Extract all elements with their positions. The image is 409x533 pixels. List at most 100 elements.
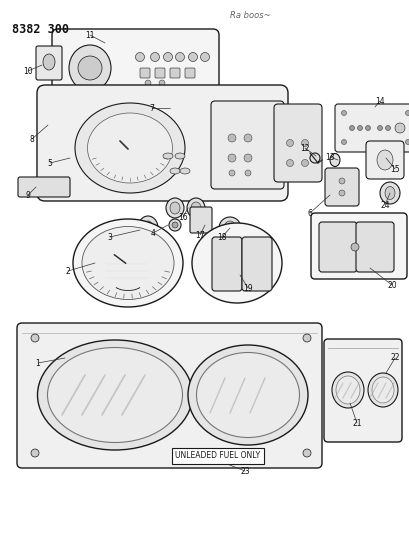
Text: 10: 10: [23, 67, 33, 76]
Ellipse shape: [175, 153, 184, 159]
Text: 2: 2: [65, 266, 70, 276]
Ellipse shape: [329, 154, 339, 166]
FancyBboxPatch shape: [211, 237, 241, 291]
Circle shape: [405, 140, 409, 144]
Text: 1: 1: [36, 359, 40, 367]
FancyBboxPatch shape: [355, 222, 393, 272]
Circle shape: [341, 110, 346, 116]
FancyBboxPatch shape: [273, 104, 321, 182]
FancyBboxPatch shape: [184, 68, 195, 78]
Circle shape: [364, 125, 370, 131]
FancyBboxPatch shape: [38, 115, 100, 135]
FancyBboxPatch shape: [18, 177, 70, 197]
Text: 9: 9: [25, 190, 30, 199]
Text: UNLEADED FUEL ONLY: UNLEADED FUEL ONLY: [175, 451, 260, 461]
Text: Ra boos~: Ra boos~: [229, 11, 270, 20]
FancyBboxPatch shape: [310, 213, 406, 279]
Text: 14: 14: [374, 96, 384, 106]
Circle shape: [227, 154, 236, 162]
Text: 6: 6: [307, 208, 312, 217]
Text: 8: 8: [29, 134, 34, 143]
Circle shape: [172, 222, 178, 228]
Text: 24: 24: [379, 200, 389, 209]
Text: 11: 11: [85, 30, 94, 39]
Ellipse shape: [188, 345, 307, 445]
Text: 8382 300: 8382 300: [12, 23, 69, 36]
Circle shape: [243, 154, 252, 162]
Text: 23: 23: [240, 466, 249, 475]
Circle shape: [163, 52, 172, 61]
Text: 7: 7: [149, 103, 154, 112]
Circle shape: [64, 123, 70, 127]
Ellipse shape: [180, 168, 189, 174]
Circle shape: [338, 178, 344, 184]
Ellipse shape: [43, 54, 55, 70]
Ellipse shape: [335, 376, 359, 404]
Ellipse shape: [138, 216, 157, 240]
Circle shape: [377, 125, 382, 131]
Circle shape: [56, 123, 61, 127]
Ellipse shape: [191, 202, 200, 214]
FancyBboxPatch shape: [139, 68, 150, 78]
Circle shape: [169, 219, 180, 231]
Circle shape: [78, 56, 102, 80]
Text: 3: 3: [107, 232, 112, 241]
Circle shape: [145, 80, 151, 86]
Ellipse shape: [379, 182, 399, 204]
Circle shape: [243, 134, 252, 142]
Text: 5: 5: [47, 158, 52, 167]
FancyBboxPatch shape: [36, 46, 62, 80]
Ellipse shape: [187, 198, 204, 218]
Circle shape: [405, 110, 409, 116]
Ellipse shape: [143, 221, 153, 235]
Circle shape: [286, 159, 293, 166]
Circle shape: [188, 52, 197, 61]
Text: 21: 21: [351, 418, 361, 427]
Ellipse shape: [163, 153, 173, 159]
Text: 12: 12: [299, 143, 309, 152]
Ellipse shape: [82, 227, 173, 300]
Ellipse shape: [87, 113, 172, 183]
Circle shape: [357, 125, 362, 131]
Ellipse shape: [331, 372, 363, 408]
Ellipse shape: [75, 103, 184, 193]
Ellipse shape: [384, 187, 394, 199]
Text: 20: 20: [386, 280, 396, 289]
Circle shape: [309, 153, 319, 163]
Ellipse shape: [367, 373, 397, 407]
Text: 16: 16: [178, 213, 187, 222]
Circle shape: [31, 334, 39, 342]
Circle shape: [227, 134, 236, 142]
FancyBboxPatch shape: [17, 323, 321, 468]
FancyBboxPatch shape: [189, 207, 211, 233]
Text: 22: 22: [389, 353, 399, 362]
Ellipse shape: [166, 198, 184, 218]
Ellipse shape: [73, 219, 182, 307]
Ellipse shape: [371, 377, 393, 403]
Ellipse shape: [196, 352, 299, 438]
Ellipse shape: [376, 150, 392, 170]
Ellipse shape: [170, 202, 180, 214]
Circle shape: [200, 52, 209, 61]
Circle shape: [341, 140, 346, 144]
Circle shape: [384, 125, 389, 131]
FancyBboxPatch shape: [365, 141, 403, 179]
Ellipse shape: [191, 223, 281, 303]
Circle shape: [150, 52, 159, 61]
Ellipse shape: [69, 45, 111, 91]
Text: 17: 17: [195, 230, 204, 239]
Circle shape: [245, 170, 250, 176]
FancyBboxPatch shape: [318, 222, 356, 272]
Circle shape: [302, 449, 310, 457]
Circle shape: [48, 123, 53, 127]
FancyBboxPatch shape: [170, 68, 180, 78]
Circle shape: [350, 243, 358, 251]
FancyBboxPatch shape: [211, 101, 283, 189]
Ellipse shape: [37, 340, 192, 450]
Circle shape: [301, 159, 308, 166]
Circle shape: [175, 52, 184, 61]
Circle shape: [31, 449, 39, 457]
FancyBboxPatch shape: [241, 237, 271, 291]
Ellipse shape: [47, 348, 182, 442]
Text: 19: 19: [243, 284, 252, 293]
